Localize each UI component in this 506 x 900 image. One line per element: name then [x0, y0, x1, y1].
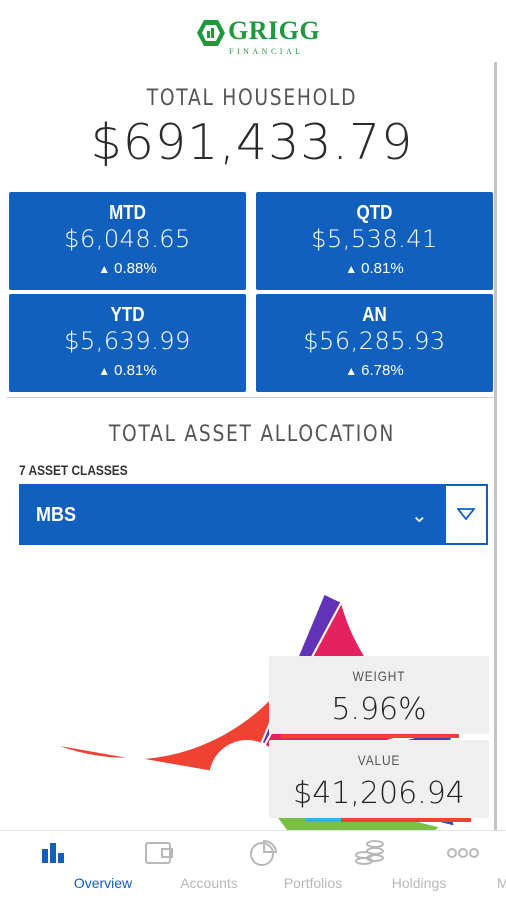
weight-panel: WEIGHT 5.96%: [269, 656, 489, 738]
weight-value: 5.96%: [331, 692, 427, 727]
asset-class-select[interactable]: MBS ⌄: [19, 484, 488, 545]
tile-qtd[interactable]: QTD $5,538.41 ▲ 0.81%: [256, 192, 493, 290]
household-value: $691,433.79: [90, 114, 414, 171]
household-card: TOTAL HOUSEHOLD $691,433.79 MTD $6,048.6…: [7, 62, 497, 398]
tile-value: $5,538.41: [311, 225, 438, 253]
tab-label: Portfolios: [283, 875, 343, 891]
tile-value: $56,285.93: [303, 327, 446, 355]
value-amount: $41,206.94: [293, 776, 465, 811]
tile-change: ▲ 0.81%: [98, 362, 157, 379]
more-dots-icon: [447, 848, 479, 858]
allocation-title: TOTAL ASSET ALLOCATION: [108, 422, 396, 447]
up-triangle-icon: ▲: [345, 364, 358, 378]
bar-chart-icon: [42, 843, 64, 863]
tab-label: Accounts: [180, 875, 238, 891]
brand-name: GRIGG: [228, 16, 321, 45]
tile-value: $5,639.99: [64, 327, 191, 355]
brand-logo: GRIGG FINANCIAL: [0, 14, 506, 58]
value-underline-blue: [305, 818, 341, 822]
tab-label: More: [497, 875, 506, 891]
asset-class-count: 7 ASSET CLASSES: [19, 462, 128, 478]
selected-asset-class: MBS: [36, 504, 77, 526]
tab-more[interactable]: More: [412, 831, 506, 900]
tab-label: Overview: [73, 875, 133, 891]
tile-an[interactable]: AN $56,285.93 ▲ 6.78%: [256, 294, 493, 392]
up-triangle-icon: ▲: [98, 364, 111, 378]
wallet-icon: [145, 842, 173, 864]
tab-overview[interactable]: Overview: [2, 831, 132, 900]
chevron-down-icon[interactable]: ⌄: [411, 505, 428, 527]
up-triangle-icon: ▲: [345, 262, 358, 276]
brand-sub: FINANCIAL: [229, 47, 304, 56]
pie-center-hole: [209, 740, 285, 816]
tile-mtd[interactable]: MTD $6,048.65 ▲ 0.88%: [9, 192, 246, 290]
weight-label: WEIGHT: [352, 668, 406, 684]
tab-portfolios[interactable]: Portfolios: [212, 831, 342, 900]
value-panel: VALUE $41,206.94: [269, 740, 489, 822]
tile-ytd[interactable]: YTD $5,639.99 ▲ 0.81%: [9, 294, 246, 392]
tab-holdings[interactable]: Holdings: [318, 831, 446, 900]
value-underline-red: [341, 818, 471, 822]
tile-change: ▲ 0.88%: [98, 260, 157, 277]
triangle-down-icon: [457, 508, 475, 520]
dropdown-toggle-button[interactable]: [445, 485, 487, 544]
tile-value: $6,048.65: [64, 225, 191, 253]
tile-label: AN: [362, 304, 387, 326]
household-label: TOTAL HOUSEHOLD: [146, 86, 358, 111]
tab-accounts[interactable]: Accounts: [108, 831, 238, 900]
tile-change: ▲ 0.81%: [345, 260, 404, 277]
bottom-tab-bar: Overview Accounts Portfolios Holdings: [0, 830, 506, 900]
weight-underline: [281, 734, 459, 738]
allocation-card: TOTAL ASSET ALLOCATION 7 ASSET CLASSES M…: [7, 398, 497, 830]
up-triangle-icon: ▲: [98, 262, 111, 276]
pie-chart-icon: [250, 839, 278, 866]
tile-change: ▲ 6.78%: [345, 362, 404, 379]
coins-icon: [355, 840, 384, 865]
value-label: VALUE: [357, 752, 401, 768]
tile-label: MTD: [109, 202, 146, 224]
tile-label: YTD: [110, 304, 145, 326]
tab-label: Holdings: [391, 875, 447, 891]
tile-label: QTD: [356, 202, 393, 224]
grigg-logo-icon: [197, 20, 225, 46]
